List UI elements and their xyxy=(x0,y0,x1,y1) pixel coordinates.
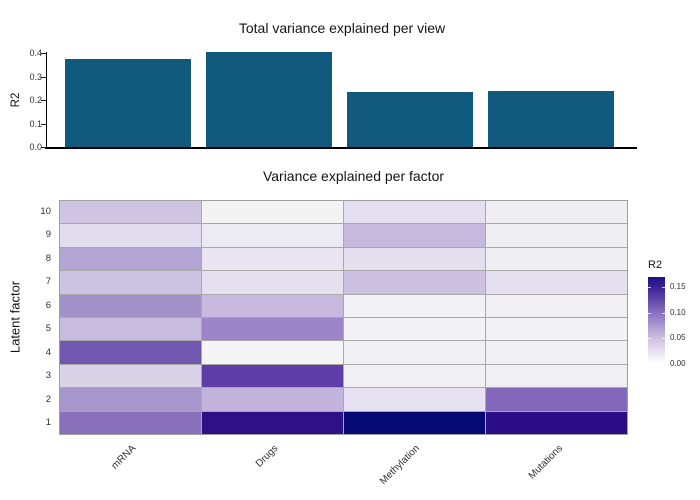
cell-factor2-mutations xyxy=(486,388,627,411)
cell-factor1-methylation xyxy=(344,411,485,434)
cell-factor4-mutations xyxy=(486,341,627,364)
bar-y-tick-label: 0.4 xyxy=(29,48,42,59)
heatmap-legend-tick-mark xyxy=(662,312,665,314)
cell-factor9-methylation xyxy=(344,224,485,247)
cell-factor1-drugs xyxy=(202,411,343,434)
heatmap-row-label: 8 xyxy=(45,252,51,264)
cell-factor10-drugs xyxy=(202,201,343,224)
heatmap-variance-per-factor: Variance explained per factor Latent fac… xyxy=(0,160,700,500)
cell-factor7-mutations xyxy=(486,271,627,294)
bar-y-tick-mark xyxy=(41,123,46,125)
heatmap-row-label: 3 xyxy=(45,370,51,382)
cell-factor9-drugs xyxy=(202,224,343,247)
heatmap-title: Variance explained per factor xyxy=(262,168,445,184)
heatmap-legend-tick-mark xyxy=(662,287,665,289)
heatmap-legend-tick-mark xyxy=(662,364,665,365)
bar-y-tick-mark xyxy=(41,53,46,55)
heatmap-col-label-methylation: Methylation xyxy=(378,443,423,487)
bar-y-tick-label: 0.0 xyxy=(29,142,42,152)
cell-factor1-mrna xyxy=(60,411,201,434)
bar-chart-plot-area xyxy=(47,52,637,147)
heatmap-row-label: 4 xyxy=(45,346,51,358)
cell-factor8-mrna xyxy=(60,247,201,271)
bar-chart-x-axis-line xyxy=(45,147,637,149)
cell-factor4-methylation xyxy=(344,341,485,364)
bar-mutations xyxy=(488,90,614,147)
heatmap-legend-title: R2 xyxy=(648,259,663,271)
heatmap-legend-tick-mark xyxy=(648,312,651,314)
bar-y-tick-label: 0.3 xyxy=(29,71,42,82)
heatmap-row-label: 6 xyxy=(45,299,51,311)
cell-factor1-mutations xyxy=(486,411,627,434)
cell-factor7-methylation xyxy=(344,271,485,294)
cell-factor7-mrna xyxy=(60,271,201,294)
cell-factor2-methylation xyxy=(344,388,485,411)
heatmap-legend-tick-label: 0.15 xyxy=(670,282,686,292)
cell-factor5-mrna xyxy=(60,317,201,341)
cell-factor9-mutations xyxy=(486,224,627,247)
heatmap-row-label: 9 xyxy=(45,229,51,241)
bar-chart-y-axis-line xyxy=(46,52,47,147)
cell-factor4-drugs xyxy=(202,341,343,364)
bar-y-tick-mark xyxy=(41,147,46,148)
cell-factor2-drugs xyxy=(202,388,343,411)
cell-factor9-mrna xyxy=(60,224,201,247)
heatmap-legend-tick-mark xyxy=(648,287,651,289)
cell-factor10-methylation xyxy=(344,201,485,224)
bar-mrna xyxy=(65,59,191,147)
heatmap-row-label: 1 xyxy=(45,417,51,429)
cell-factor8-methylation xyxy=(344,247,485,271)
heatmap-grid xyxy=(59,200,628,435)
heatmap-row-label: 7 xyxy=(45,276,51,288)
cell-factor3-mutations xyxy=(486,364,627,388)
cell-factor7-drugs xyxy=(202,271,343,294)
bar-y-tick-mark xyxy=(41,76,46,78)
bar-y-tick-mark xyxy=(41,100,46,102)
heatmap-row-label: 10 xyxy=(40,205,51,217)
heatmap-colorbar xyxy=(648,277,665,364)
heatmap-legend-tick-label: 0.00 xyxy=(670,359,686,368)
bar-y-tick-label: 0.2 xyxy=(29,95,42,106)
heatmap-legend-tick-mark xyxy=(662,338,665,340)
cell-factor2-mrna xyxy=(60,388,201,411)
heatmap-row-label: 5 xyxy=(45,323,51,335)
heatmap-col-label-drugs: Drugs xyxy=(253,443,281,470)
bar-chart-total-variance: Total variance explained per view R2 0.0… xyxy=(0,0,700,160)
bar-drugs xyxy=(206,52,332,147)
bar-y-tick-label: 0.1 xyxy=(29,118,42,129)
cell-factor3-methylation xyxy=(344,364,485,388)
heatmap-legend-tick-label: 0.05 xyxy=(670,333,686,343)
heatmap-row-label: 2 xyxy=(45,393,51,405)
cell-factor6-drugs xyxy=(202,294,343,317)
heatmap-legend-tick-mark xyxy=(648,338,651,340)
bar-methylation xyxy=(347,91,473,147)
heatmap-legend-tick-label: 0.10 xyxy=(670,307,686,317)
cell-factor3-mrna xyxy=(60,364,201,388)
cell-factor8-drugs xyxy=(202,247,343,271)
cell-factor5-drugs xyxy=(202,317,343,341)
heatmap-y-axis-label: Latent factor xyxy=(7,280,23,354)
cell-factor5-mutations xyxy=(486,317,627,341)
heatmap-legend-tick-mark xyxy=(648,364,651,365)
cell-factor10-mutations xyxy=(486,201,627,224)
cell-factor5-methylation xyxy=(344,317,485,341)
cell-factor3-drugs xyxy=(202,364,343,388)
cell-factor4-mrna xyxy=(60,341,201,364)
bar-chart-title: Total variance explained per view xyxy=(238,20,446,36)
cell-factor6-mutations xyxy=(486,294,627,317)
cell-factor6-mrna xyxy=(60,294,201,317)
heatmap-col-label-mutations: Mutations xyxy=(526,443,565,482)
cell-factor8-mutations xyxy=(486,247,627,271)
cell-factor6-methylation xyxy=(344,294,485,317)
cell-factor10-mrna xyxy=(60,201,201,224)
heatmap-col-label-mrna: mRNA xyxy=(109,443,138,472)
